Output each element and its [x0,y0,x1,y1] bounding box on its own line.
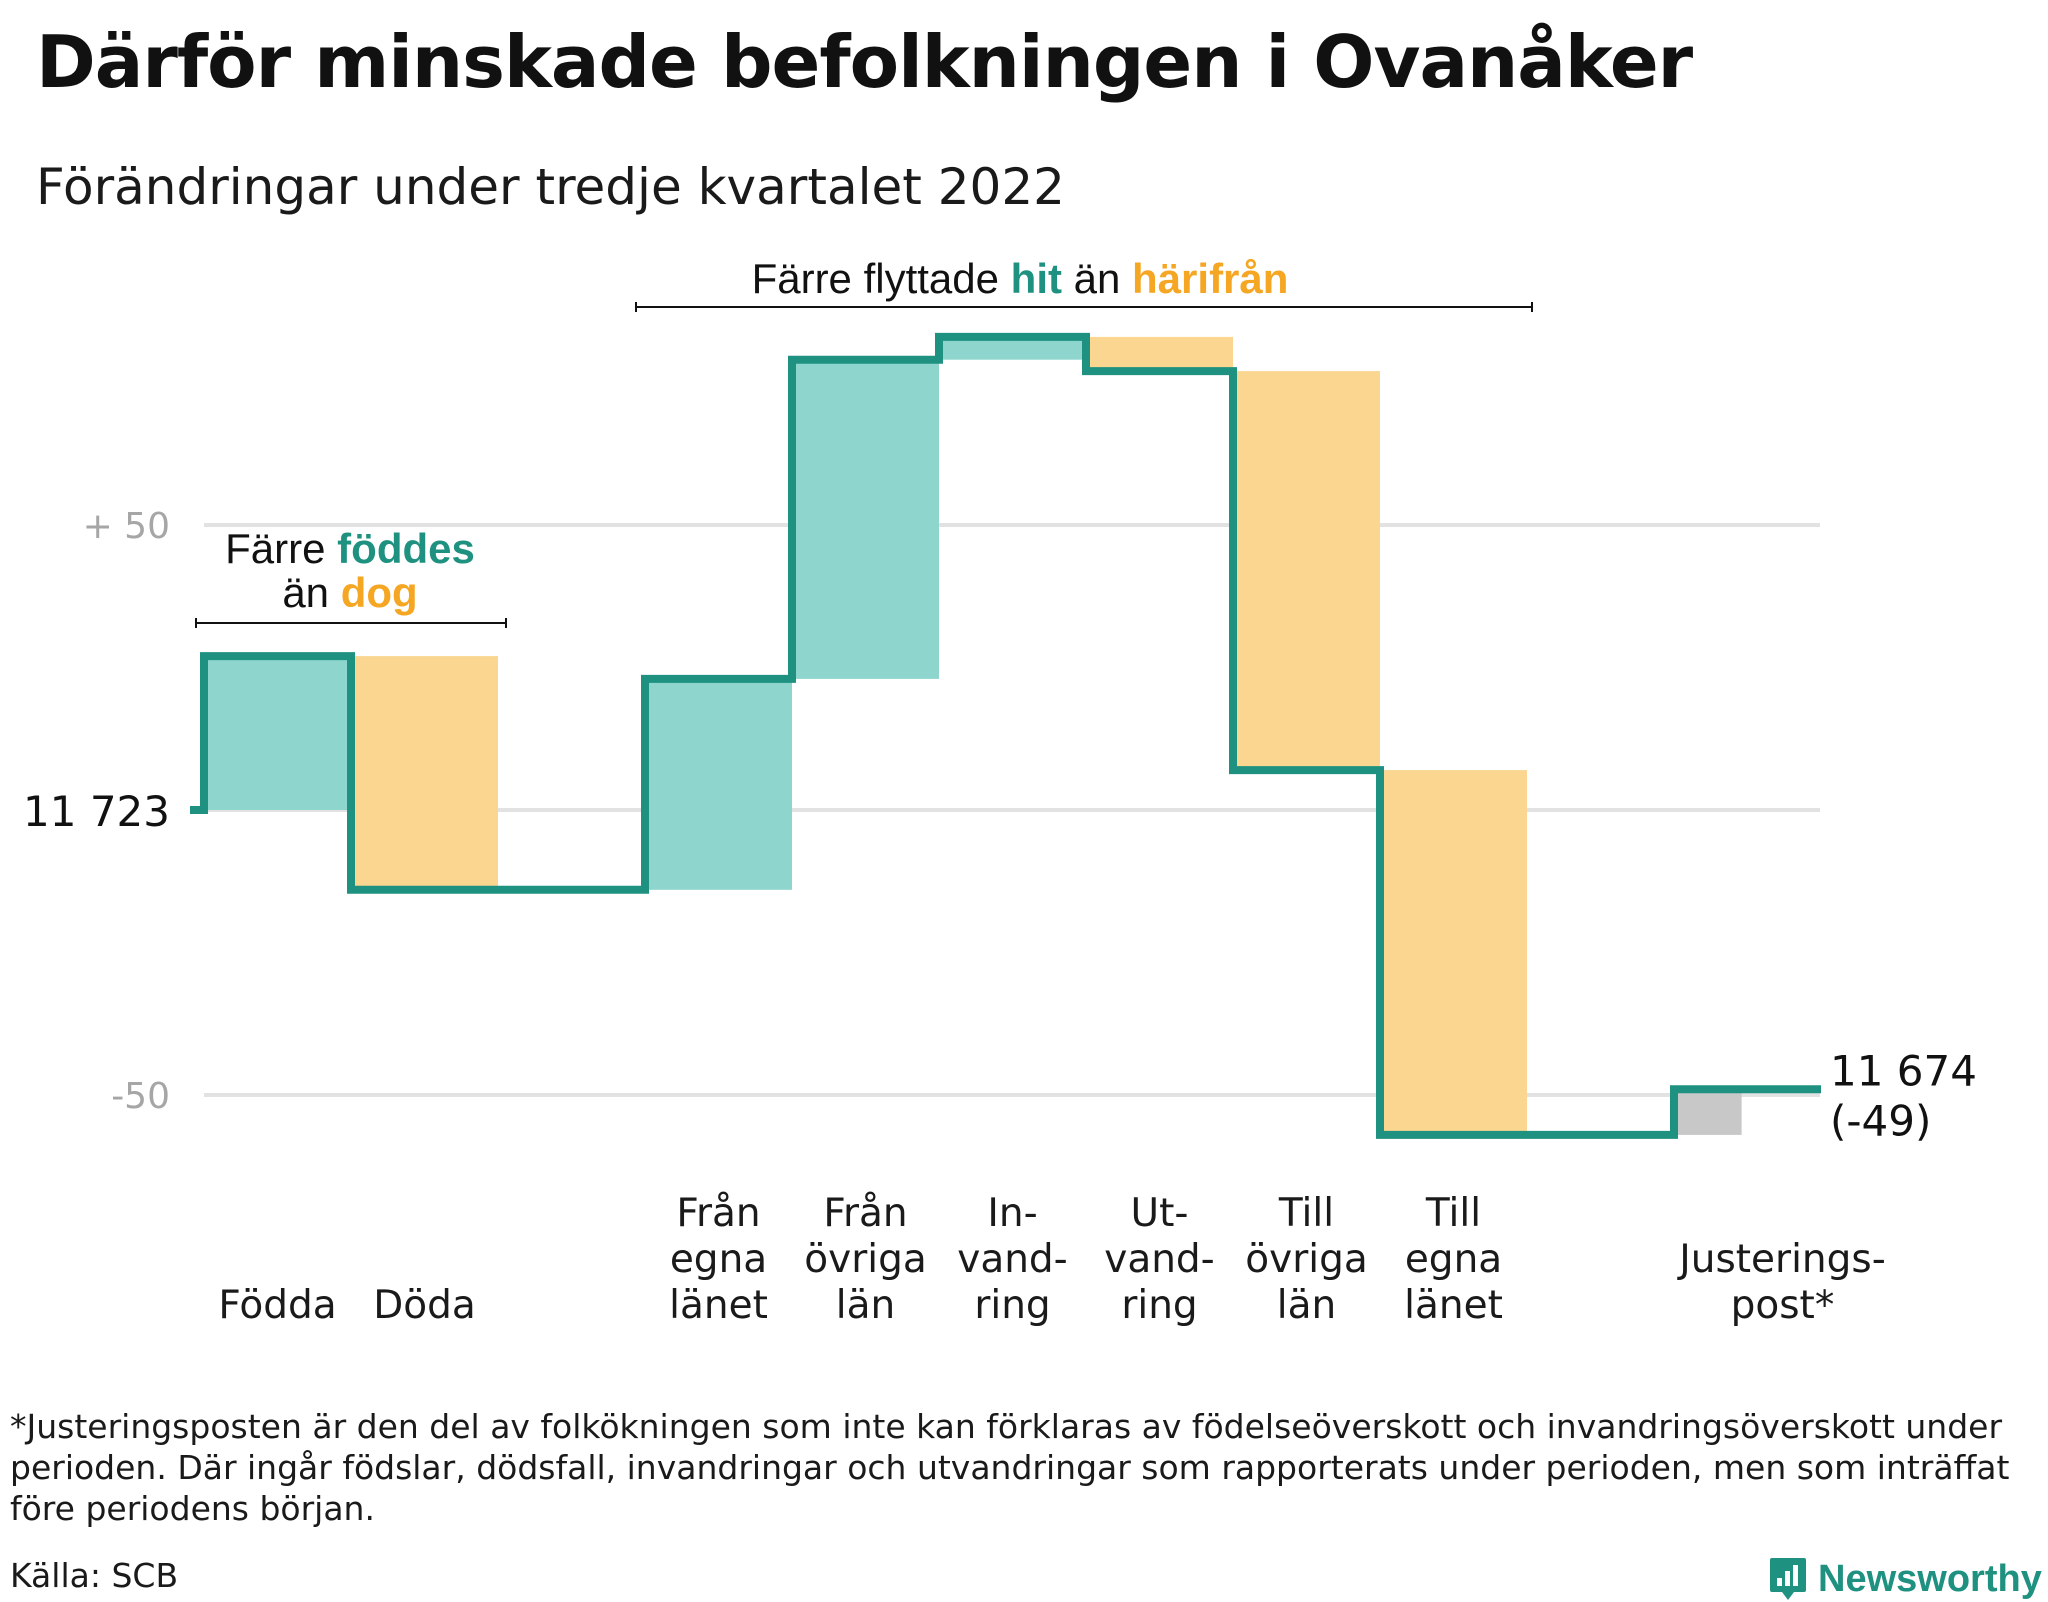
population-step-line [190,332,1821,1139]
annotation-births-line1: Färre föddes [225,525,475,572]
category-label: Justerings- [1676,1237,1886,1282]
footnote: *Justeringsposten är den del av folkökni… [10,1407,2010,1528]
bar-döda [351,656,498,890]
y-tick-label: -50 [111,1076,170,1117]
category-label: ring [1121,1283,1197,1328]
category-label: Från [676,1191,760,1236]
bar-till-övriga-län [1233,371,1380,771]
category-label: län [836,1283,895,1328]
brand-name: Newsworthy [1818,1557,2042,1600]
category-label: övriga [1245,1237,1367,1282]
chart-subtitle: Förändringar under tredje kvartalet 2022 [36,158,1065,216]
category-label: vand- [1104,1237,1215,1282]
category-label: Döda [373,1283,476,1328]
bar-från-övriga-län [792,359,939,679]
category-label: övriga [804,1237,926,1282]
category-label: ring [974,1283,1050,1328]
category-label: Till [1425,1191,1481,1236]
category-label: egna [1405,1237,1502,1282]
category-label: egna [670,1237,767,1282]
category-label: Från [823,1191,907,1236]
source-note: Källa: SCB [10,1556,179,1595]
annotation-bracket-migration [635,302,1533,312]
y-tick-label: + 50 [83,506,170,547]
step-line [190,332,1821,1139]
annotation-births-line2: än dog [282,569,417,616]
bar-utvandring [1086,336,1233,372]
category-label: Till [1278,1191,1334,1236]
annotation-bracket-births [195,618,507,628]
bar-till-egna-länet [1380,770,1527,1135]
end-value-label: 11 674 [1830,1046,1977,1095]
bar-från-egna-länet [645,678,792,890]
category-label: länet [669,1283,768,1328]
newsworthy-logo-icon [1770,1558,1806,1600]
brand-logo: Newsworthy [1768,1556,2042,1602]
category-label: vand- [957,1237,1068,1282]
bar-invandring [939,336,1086,360]
category-label: Ut- [1131,1191,1189,1236]
category-label: post* [1731,1283,1835,1328]
start-value-label: 11 723 [23,787,170,836]
chart-title: Därför minskade befolkningen i Ovanåker [36,20,1693,104]
category-label: län [1277,1283,1336,1328]
bar-födda [204,656,351,810]
bar-justeringspost- [1674,1089,1742,1135]
annotation-migration: Färre flyttade hit än härifrån [752,255,1289,302]
category-label: länet [1404,1283,1503,1328]
change-bars [204,336,1742,1135]
change-value-label: (-49) [1830,1096,1931,1145]
category-label: Födda [218,1283,336,1328]
category-label: In- [987,1191,1037,1236]
